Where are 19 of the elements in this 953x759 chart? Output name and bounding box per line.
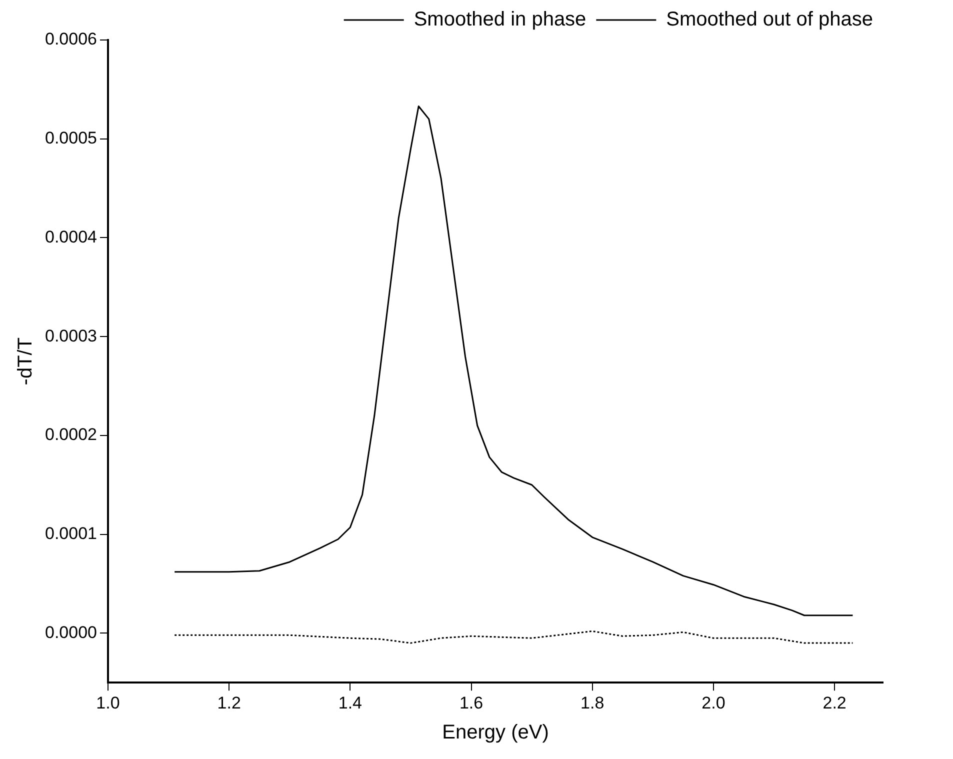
y-tick-label: 0.0003 [44, 326, 97, 346]
x-tick-label: 2.0 [702, 693, 726, 712]
x-tick-label: 1.8 [580, 693, 604, 712]
y-tick-label: 0.0000 [44, 622, 97, 642]
y-tick-label: 0.0002 [44, 425, 97, 444]
y-axis-title: -dT/T [14, 337, 37, 386]
y-tick-label: 0.0004 [44, 227, 97, 246]
x-tick-label: 1.6 [459, 693, 484, 712]
y-tick-label: 0.0006 [44, 30, 97, 49]
y-tick-label: 0.0001 [44, 524, 97, 543]
x-tick-label: 1.2 [217, 693, 241, 712]
x-tick-label: 1.0 [96, 693, 120, 712]
x-axis-title: Energy (eV) [442, 722, 549, 744]
y-tick-label: 0.0005 [44, 128, 97, 148]
x-tick-label: 1.4 [338, 693, 362, 712]
legend-label: Smoothed out of phase [666, 8, 874, 31]
x-tick-label: 2.2 [822, 693, 846, 712]
line-series [174, 630, 854, 644]
legend-label: Smoothed in phase [414, 8, 586, 31]
